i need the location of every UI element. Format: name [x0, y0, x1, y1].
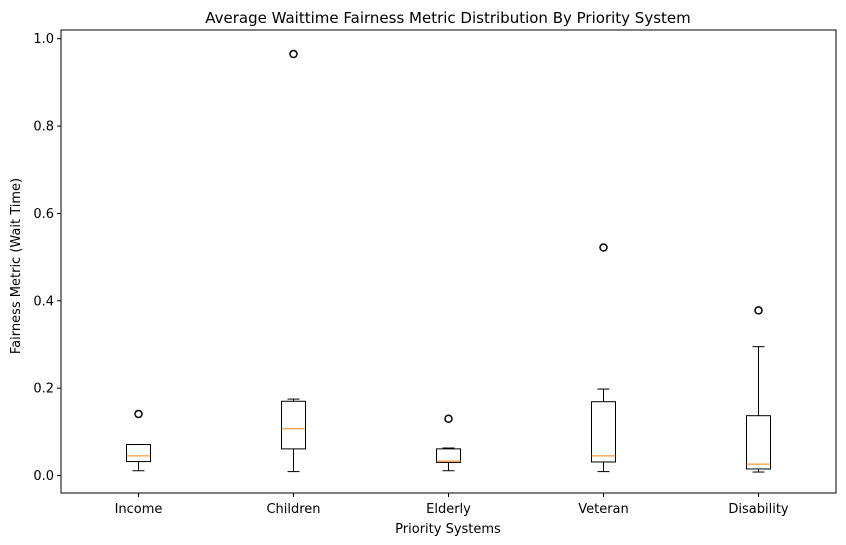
y-tick-label: 0.0 [33, 469, 54, 484]
box-iqr [126, 444, 151, 463]
outlier-point [134, 409, 143, 419]
x-tick-label: Elderly [426, 502, 471, 517]
outlier-point [754, 306, 763, 315]
box-iqr [591, 401, 616, 463]
box-iqr [436, 448, 461, 463]
box-iqr [281, 400, 306, 450]
outlier-point [599, 243, 608, 252]
outlier-point [444, 414, 453, 423]
y-tick-label: 0.6 [33, 207, 54, 222]
y-axis-label: Fairness Metric (Wait Time) [9, 178, 24, 354]
plot-area: 0.0 0.2 0.4 0.6 0.8 1.0 Income Children Elderly V… [33, 29, 837, 517]
x-tick-label: Disability [728, 502, 789, 517]
y-tick-label: 0.4 [33, 294, 54, 309]
y-tick-label: 1.0 [33, 32, 54, 47]
box-iqr [746, 415, 771, 470]
chart-title: Average Waittime Fairness Metric Distrib… [205, 9, 691, 27]
y-tick-label: 0.8 [33, 120, 54, 135]
x-tick-label: Children [266, 502, 320, 517]
x-tick-label: Veteran [578, 502, 629, 517]
x-tick-label: Income [115, 502, 163, 517]
x-axis-label: Priority Systems [395, 522, 501, 537]
outlier-point [289, 49, 298, 59]
y-tick-label: 0.2 [33, 382, 54, 397]
